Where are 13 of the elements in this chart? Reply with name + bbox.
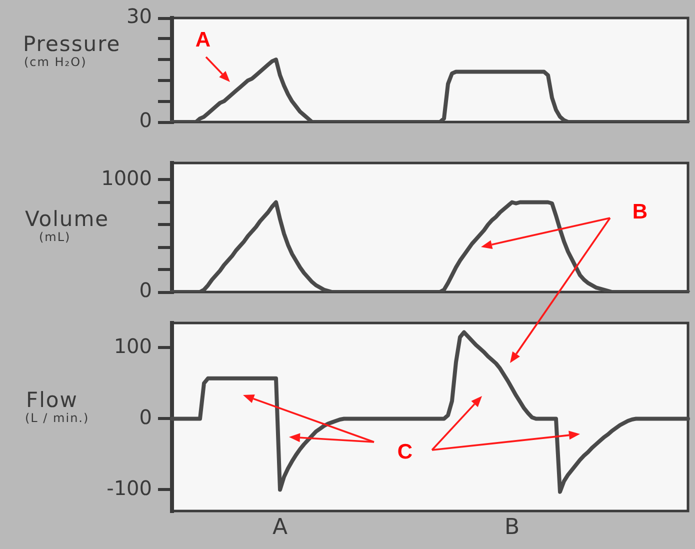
- annotation: C: [397, 440, 413, 464]
- y-tick-label: 0: [139, 278, 152, 302]
- y-tick-label: 0: [139, 404, 152, 429]
- annotation: A: [195, 28, 211, 52]
- y-tick-label: 30: [126, 4, 152, 28]
- y-axis-title: Pressure (cm H₂O): [23, 32, 121, 69]
- y-tick-label: 100: [114, 334, 152, 358]
- y-tick-label: -100: [106, 476, 152, 500]
- y-tick-label: 0: [139, 108, 152, 132]
- y-tick-label: 1000: [101, 166, 152, 190]
- y-axis-title: Volume (mL): [25, 207, 110, 244]
- annotation: B: [632, 200, 648, 224]
- y-axis-title: Flow (L / min.): [25, 388, 90, 425]
